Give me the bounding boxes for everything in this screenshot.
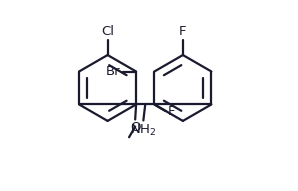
Text: Br: Br: [105, 65, 120, 78]
Text: O: O: [130, 121, 140, 134]
Text: NH$_2$: NH$_2$: [130, 123, 156, 138]
Text: Cl: Cl: [101, 25, 114, 38]
Text: F: F: [179, 25, 187, 38]
Text: F: F: [167, 105, 175, 118]
